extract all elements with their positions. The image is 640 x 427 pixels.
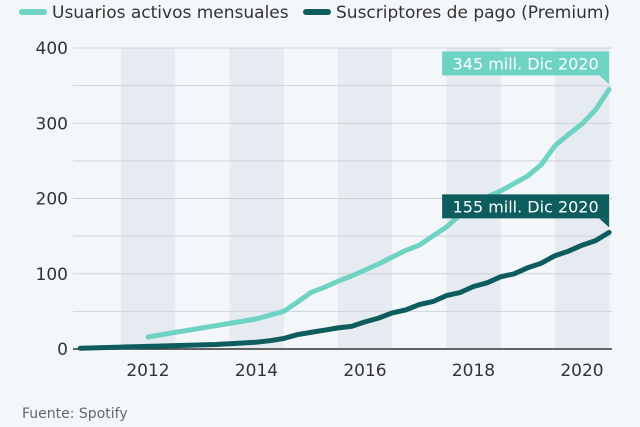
y-tick-label: 300 <box>36 114 68 134</box>
x-tick-label: 2014 <box>235 361 278 381</box>
legend-label-mau: Usuarios activos mensuales <box>52 3 289 23</box>
y-axis-ticks: 0 100 200 300 400 <box>36 39 68 360</box>
x-axis-ticks: 2012 2014 2016 2018 2020 <box>126 361 603 381</box>
y-tick-label: 400 <box>36 39 68 59</box>
y-tick-label: 0 <box>57 340 68 360</box>
x-tick-label: 2016 <box>343 361 386 381</box>
legend: Usuarios activos mensuales Suscriptores … <box>19 3 610 23</box>
x-tick-label: 2012 <box>126 361 169 381</box>
series-lines <box>77 86 612 351</box>
annotations: 345 mill. Dic 2020 155 mill. Dic 2020 <box>442 51 610 228</box>
x-tick-label: 2018 <box>452 361 495 381</box>
legend-label-premium: Suscriptores de pago (Premium) <box>336 3 610 23</box>
y-tick-label: 100 <box>36 265 68 285</box>
annotation-label: 345 mill. Dic 2020 <box>453 54 599 73</box>
gridlines <box>73 47 612 350</box>
annotation-pointer <box>599 75 610 85</box>
x-tick-label: 2020 <box>560 361 603 381</box>
annotation-pointer <box>599 218 610 228</box>
annotation-label: 155 mill. Dic 2020 <box>453 197 599 216</box>
annotation-box <box>442 194 610 219</box>
annotation-box <box>442 51 610 76</box>
source-note: Fuente: Spotify <box>22 406 128 422</box>
y-tick-label: 200 <box>36 190 68 210</box>
series-line-premium <box>77 229 612 351</box>
series-line-mau <box>145 86 612 340</box>
